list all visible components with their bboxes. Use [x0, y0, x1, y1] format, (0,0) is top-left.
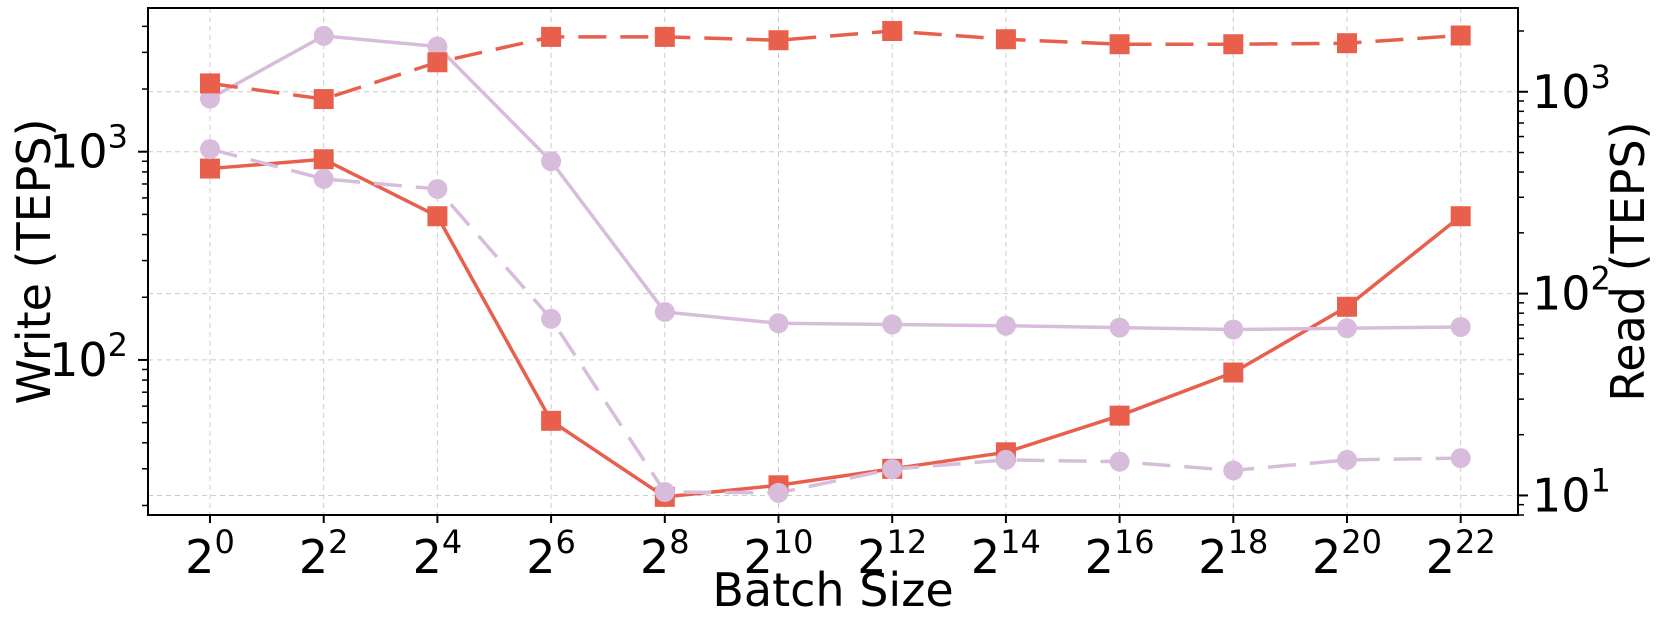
data-point-circle [541, 151, 562, 172]
x-tick-label: 210 [744, 523, 814, 584]
data-point-circle [882, 459, 903, 480]
data-point-square [654, 26, 675, 47]
data-point-square [768, 30, 789, 51]
data-point-square [1450, 25, 1471, 46]
series-line-3 [209, 29, 1461, 101]
data-point-square [313, 89, 334, 110]
series-line-1 [209, 157, 1462, 499]
data-point-circle [1450, 448, 1471, 469]
data-point-square [1109, 405, 1130, 426]
data-point-square [313, 149, 334, 170]
data-point-square [1337, 33, 1357, 54]
data-point-square [1450, 206, 1471, 227]
data-point-square [1223, 34, 1244, 55]
x-tick-label: 20 [185, 523, 235, 584]
x-tick-label: 214 [971, 523, 1041, 584]
data-point-circle [1337, 318, 1357, 339]
data-point-square [882, 20, 903, 41]
x-tick-label: 22 [299, 523, 349, 584]
x-axis-label: Batch Size [712, 563, 953, 617]
data-point-circle [1450, 316, 1471, 337]
data-point-square [541, 26, 562, 47]
data-point-circle [427, 36, 448, 57]
grid [148, 8, 1518, 515]
x-tick-label: 220 [1312, 523, 1382, 584]
x-tick-label: 24 [413, 523, 463, 584]
data-point-circle [995, 315, 1016, 336]
data-point-square [200, 158, 220, 179]
data-point-circle [1109, 317, 1130, 338]
data-point-square [1337, 296, 1357, 317]
x-tick-label: 212 [857, 523, 927, 584]
data-point-circle [1223, 460, 1244, 481]
data-point-square [995, 29, 1016, 50]
data-point-circle [313, 168, 334, 189]
series-line-2 [209, 34, 1461, 332]
data-point-square [541, 410, 562, 431]
data-point-circle [1109, 451, 1130, 472]
data-point-circle [313, 25, 334, 46]
series-lines [209, 29, 1462, 499]
data-point-circle [654, 301, 675, 322]
y-axis-right-label: Read (TEPS) [1601, 121, 1655, 401]
data-point-circle [768, 482, 789, 503]
y-right-tick-label: 102 [1532, 260, 1611, 321]
x-tick-label: 28 [640, 523, 690, 584]
data-point-circle [654, 482, 675, 503]
y-right-tick-label: 103 [1532, 58, 1611, 119]
y-right-tick-label: 101 [1532, 461, 1611, 522]
plot-frame [147, 7, 1519, 516]
data-point-circle [200, 139, 220, 160]
x-tick-label: 26 [526, 523, 576, 584]
x-tick-label: 222 [1426, 523, 1496, 584]
y-axis-left-label: Write (TEPS) [7, 118, 61, 404]
data-point-circle [768, 313, 789, 334]
data-point-square [427, 206, 448, 227]
data-point-circle [1337, 449, 1357, 470]
y-left-tick-label: 102 [49, 326, 128, 387]
data-point-circle [882, 314, 903, 335]
data-point-square [1109, 34, 1130, 55]
data-point-square [1223, 362, 1244, 383]
data-point-square [200, 73, 220, 94]
data-point-circle [200, 88, 220, 109]
x-tick-label: 218 [1198, 523, 1268, 584]
data-point-circle [427, 178, 448, 199]
x-tick-label: 216 [1085, 523, 1155, 584]
series-line-4 [209, 147, 1461, 495]
data-point-square [427, 52, 448, 73]
data-point-circle [1223, 319, 1244, 340]
data-point-circle [995, 449, 1016, 470]
series-markers [200, 20, 1471, 507]
data-point-circle [541, 308, 562, 329]
y-left-tick-label: 103 [49, 118, 128, 179]
tick-labels: 20 22 24 26 28 210 212 214 216 218 220 222 102 103 101… [49, 58, 1611, 584]
axis-ticks [138, 25, 1528, 523]
